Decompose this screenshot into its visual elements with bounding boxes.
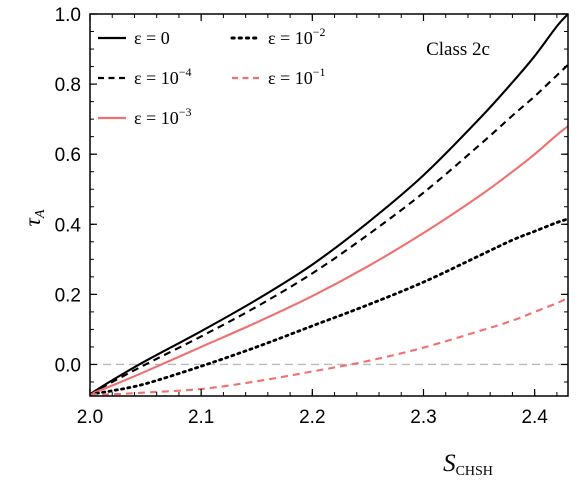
legend-label-main: ε = 10: [268, 28, 313, 48]
x-axis-label-sub: CHSH: [456, 464, 493, 479]
legend: ε = 0ε = 10−4ε = 10−3ε = 10−2ε = 10−1: [98, 25, 326, 128]
class-annotation: Class 2c: [426, 39, 490, 60]
x-tick-label: 2.2: [299, 407, 325, 428]
legend-label-main: ε = 0: [134, 28, 170, 48]
y-tick-label: 0.6: [55, 145, 81, 166]
legend-label-0: ε = 0: [134, 28, 170, 48]
legend-label-exponent: −4: [179, 65, 192, 79]
legend-label-3: ε = 10−2: [268, 25, 326, 48]
x-tick-label: 2.0: [77, 407, 103, 428]
x-tick-label: 2.4: [521, 407, 548, 428]
legend-label-main: ε = 10: [134, 108, 179, 128]
legend-label-2: ε = 10−3: [134, 105, 192, 128]
legend-label-1: ε = 10−4: [134, 65, 192, 88]
legend-label-4: ε = 10−1: [268, 65, 326, 88]
x-axis-label: SCHSH: [443, 450, 493, 479]
series-line-4: [90, 296, 568, 396]
legend-label-main: ε = 10: [268, 68, 313, 88]
plot-frame: [89, 13, 569, 397]
legend-label-main: ε = 10: [134, 68, 179, 88]
x-axis-label-main: S: [443, 450, 456, 477]
x-tick-label: 2.1: [188, 407, 214, 428]
y-axis-label-sub: A: [33, 209, 48, 219]
series-line-2: [90, 125, 568, 396]
y-tick-label: 0.2: [55, 285, 81, 306]
y-axis-label-main: τ: [20, 217, 45, 226]
legend-label-exponent: −1: [313, 65, 326, 79]
tick-layer: 2.0 2.1 2.2 2.3 2.4 0.0 0.2 0.4 0.6 0.8 1.0: [55, 5, 568, 428]
series-line-3: [90, 217, 568, 396]
legend-label-exponent: −2: [313, 25, 326, 39]
y-tick-label: 0.0: [55, 355, 81, 376]
x-tick-label: 2.3: [410, 407, 436, 428]
y-axis-label: τA: [20, 209, 48, 226]
series-line-0: [90, 14, 568, 396]
y-tick-label: 1.0: [55, 5, 81, 26]
series-layer: [90, 14, 568, 396]
series-line-1: [90, 64, 568, 396]
legend-label-exponent: −3: [179, 105, 192, 119]
y-tick-label: 0.4: [55, 215, 82, 236]
y-tick-label: 0.8: [55, 75, 81, 96]
